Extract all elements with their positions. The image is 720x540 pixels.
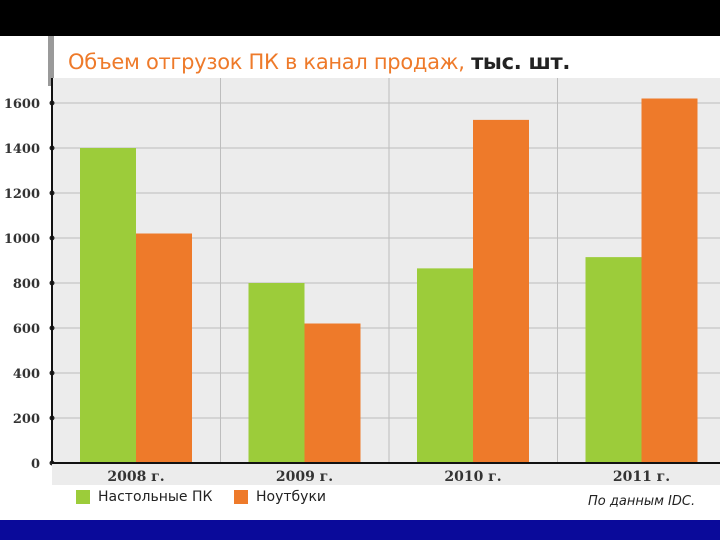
bottom-frame-bar	[0, 520, 720, 540]
bar-laptop	[304, 323, 361, 463]
source-note: По данным IDC.	[588, 494, 696, 509]
bar-desktop	[248, 283, 305, 463]
top-frame-bar	[0, 0, 720, 36]
y-tick-label: 1200	[4, 187, 40, 202]
y-tick-label: 1400	[4, 142, 40, 157]
bar-laptop	[473, 119, 529, 463]
x-tick-label: 2008 г.	[107, 469, 164, 485]
bar-desktop	[585, 257, 642, 463]
x-tick-label: 2011 г.	[613, 469, 670, 485]
x-axis-band	[52, 463, 720, 485]
legend-item-laptop: Ноутбуки	[234, 489, 326, 505]
y-tick-label: 200	[13, 412, 40, 427]
x-tick-label: 2010 г.	[444, 469, 501, 485]
y-tick-label: 600	[13, 322, 40, 337]
x-tick-label: 2009 г.	[276, 469, 333, 485]
header-divider-strip	[48, 36, 54, 86]
bar-desktop	[417, 268, 473, 463]
chart-title: Объем отгрузок ПК в канал продаж, тыс. ш…	[68, 50, 570, 74]
y-tick-label: 1600	[4, 97, 40, 112]
bar-laptop	[136, 233, 192, 463]
y-tick-label: 0	[31, 457, 40, 472]
legend-swatch-laptop	[234, 490, 248, 504]
chart-title-main: Объем отгрузок ПК в канал продаж,	[68, 50, 465, 74]
legend-swatch-desktop	[76, 490, 90, 504]
y-tick-label: 800	[13, 277, 40, 292]
legend-item-desktop: Настольные ПК	[76, 489, 212, 505]
chart-title-unit: тыс. шт.	[471, 50, 571, 74]
bar-desktop	[80, 148, 136, 463]
legend-label-desktop: Настольные ПК	[98, 489, 213, 505]
y-tick-label: 1000	[4, 232, 40, 247]
legend-label-laptop: Ноутбуки	[256, 489, 327, 505]
y-tick-label: 400	[13, 367, 40, 382]
bar-laptop	[641, 98, 698, 463]
